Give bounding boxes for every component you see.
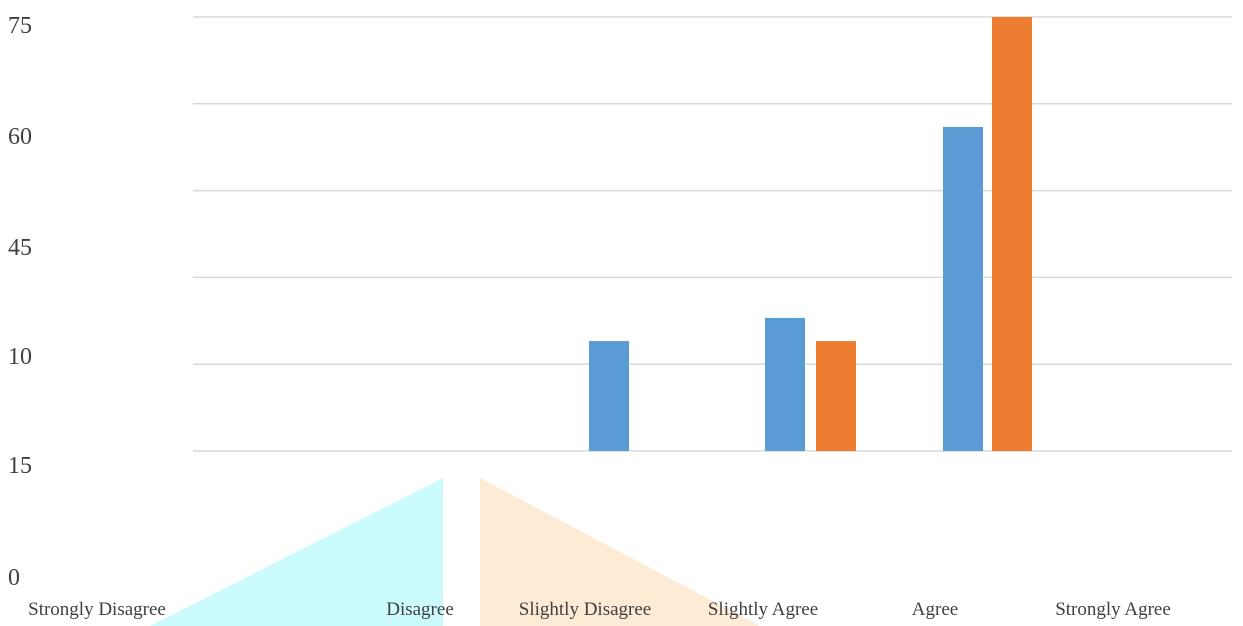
x-tick-label: Slightly Agree: [708, 599, 818, 620]
bar-series-1-agree: [943, 126, 983, 452]
x-axis-tick-labels: Strongly Disagree Disagree Slightly Disagr…: [28, 599, 1171, 620]
bar-series-2-slightly-agree: [816, 341, 856, 451]
x-tick-label: Strongly Disagree: [28, 599, 166, 620]
bar-series-2-agree: [992, 17, 1032, 451]
x-tick-label: Strongly Agree: [1055, 599, 1171, 620]
watermark-orange-shape: [480, 478, 760, 626]
x-tick-label: Agree: [912, 599, 958, 620]
y-tick-label: 15: [8, 453, 32, 479]
gridlines: [193, 16, 1232, 452]
bars: [589, 17, 1032, 452]
watermark-cyan-shape: [150, 478, 443, 626]
y-tick-label: 60: [8, 124, 32, 150]
y-tick-label: 45: [8, 235, 32, 261]
y-tick-label: 10: [8, 344, 32, 370]
watermark: [150, 478, 760, 626]
y-tick-label: 75: [8, 13, 32, 39]
x-tick-label: Disagree: [386, 599, 454, 620]
bar-series-1-slightly-agree: [765, 317, 805, 451]
bar-series-1-slightly-disagree: [589, 341, 629, 451]
y-axis-tick-labels: 0 15 10 45 60 75: [8, 13, 32, 591]
x-tick-label: Slightly Disagree: [519, 599, 651, 620]
y-tick-label: 0: [8, 565, 20, 591]
